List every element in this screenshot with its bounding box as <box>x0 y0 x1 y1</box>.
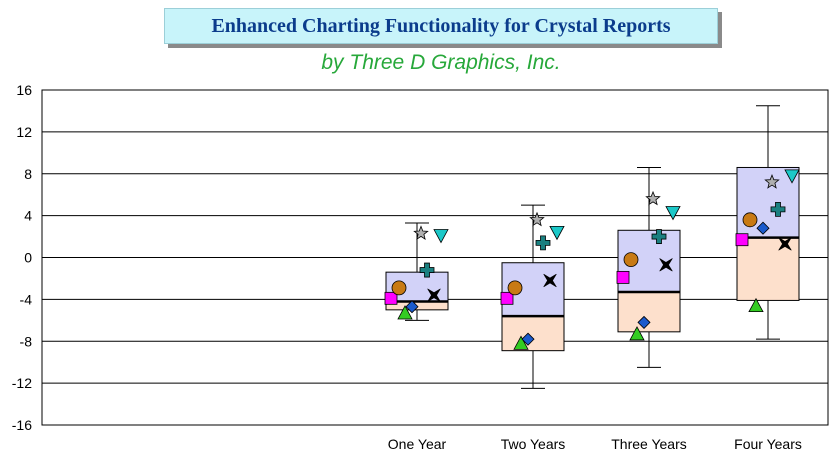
diamond-marker <box>756 221 770 235</box>
box-lower <box>617 291 681 333</box>
plus-marker <box>770 201 786 217</box>
triangle-down-marker <box>665 206 681 221</box>
star-marker <box>645 190 661 206</box>
star-marker <box>413 225 429 240</box>
triangle-down-marker <box>549 225 565 241</box>
x-tick-label: One Year <box>388 436 447 452</box>
y-tick-label: 16 <box>16 82 32 98</box>
diamond-marker <box>637 315 651 329</box>
chart-title: Enhanced Charting Functionality for Crys… <box>164 8 718 44</box>
triangle-up-marker <box>748 297 764 313</box>
triangle-down-marker <box>784 169 800 184</box>
cross-star-marker <box>778 237 792 251</box>
y-tick-label: -8 <box>20 333 33 349</box>
y-tick-label: -12 <box>12 375 32 391</box>
triangle-down-marker <box>433 229 449 244</box>
star-marker <box>529 211 545 227</box>
diamond-marker <box>521 332 535 346</box>
plus-marker <box>651 229 667 244</box>
square-marker <box>384 291 398 305</box>
square-marker <box>616 270 630 284</box>
circle-marker <box>507 280 523 296</box>
triangle-up-marker <box>397 305 413 320</box>
diamond-marker <box>405 300 419 314</box>
circle-marker <box>742 212 758 228</box>
x-tick-label: Four Years <box>734 436 802 452</box>
circle-marker <box>391 280 407 296</box>
cross-star-marker <box>427 288 441 302</box>
y-tick-label: 0 <box>24 250 32 266</box>
y-tick-label: 4 <box>24 208 32 224</box>
star-marker <box>764 174 780 189</box>
box-lower <box>501 315 565 352</box>
plus-marker <box>419 262 435 278</box>
x-tick-label: Two Years <box>501 436 566 452</box>
triangle-up-marker <box>513 335 529 350</box>
plus-marker <box>535 235 551 251</box>
chart-subtitle: by Three D Graphics, Inc. <box>321 51 561 74</box>
y-tick-label: -16 <box>12 417 32 433</box>
cross-star-marker <box>659 258 673 272</box>
square-marker <box>500 291 514 305</box>
circle-marker <box>623 252 639 267</box>
y-tick-label: 12 <box>16 124 32 140</box>
x-tick-label: Three Years <box>611 436 687 452</box>
cross-star-marker <box>543 273 557 288</box>
y-tick-label: -4 <box>20 291 33 307</box>
square-marker <box>735 233 749 247</box>
y-tick-label: 8 <box>24 166 32 182</box>
triangle-up-marker <box>629 326 645 341</box>
